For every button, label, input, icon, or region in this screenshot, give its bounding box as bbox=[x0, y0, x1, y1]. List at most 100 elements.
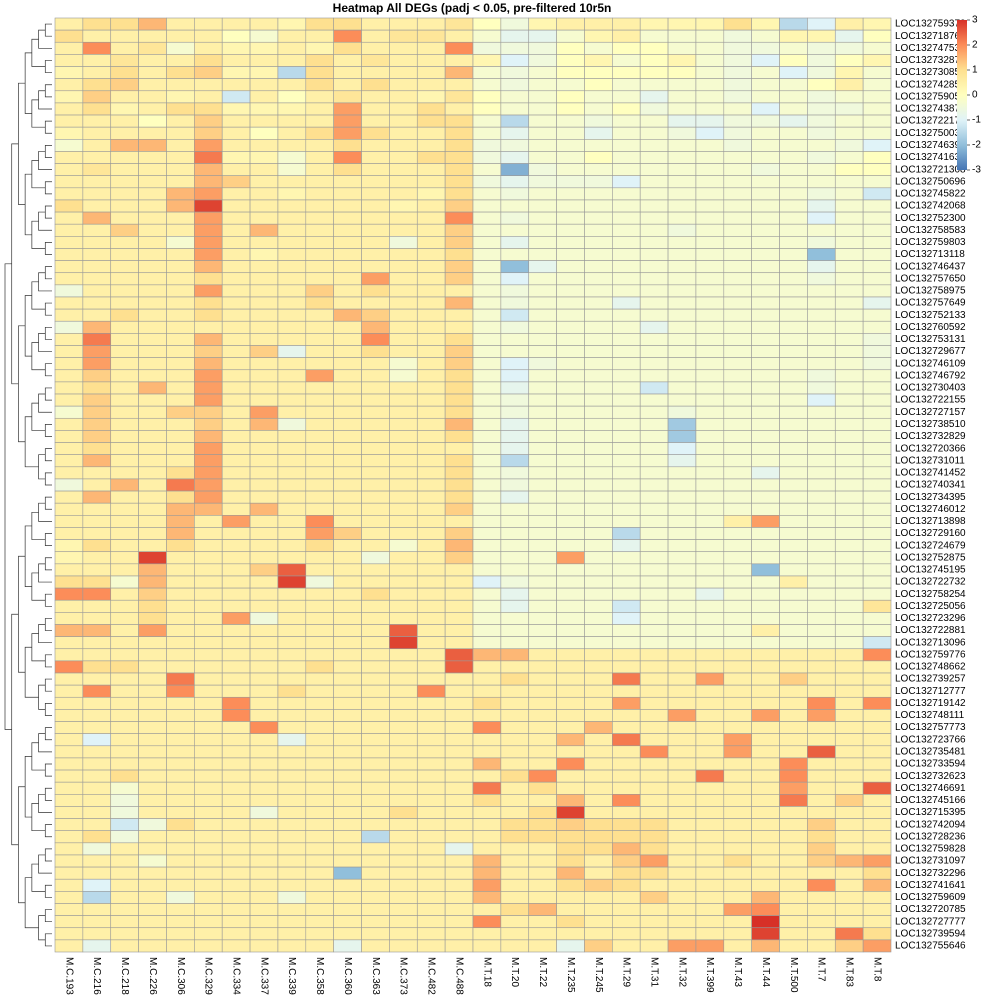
heatmap-cell bbox=[305, 138, 334, 152]
heatmap-cell bbox=[695, 878, 725, 892]
heatmap-cell bbox=[110, 405, 139, 419]
heatmap-cell bbox=[221, 357, 251, 371]
heatmap-cell bbox=[110, 114, 139, 128]
heatmap-cell bbox=[333, 854, 362, 868]
heatmap-cell bbox=[500, 660, 530, 674]
heatmap-cell bbox=[639, 806, 669, 819]
heatmap-cell bbox=[166, 891, 195, 904]
heatmap-cell bbox=[138, 709, 167, 722]
heatmap-cell bbox=[834, 248, 864, 261]
heatmap-cell bbox=[166, 54, 195, 67]
heatmap-cell bbox=[444, 842, 474, 856]
heatmap-cell bbox=[556, 794, 585, 807]
heatmap-cell bbox=[389, 587, 418, 601]
heatmap-cell bbox=[807, 769, 836, 783]
heatmap-cell bbox=[639, 478, 669, 492]
heatmap-cell bbox=[110, 927, 139, 941]
heatmap-cell bbox=[444, 648, 474, 662]
heatmap-cell bbox=[138, 781, 167, 795]
heatmap-cell bbox=[779, 599, 808, 613]
heatmap-cell bbox=[834, 696, 864, 710]
heatmap-cell bbox=[751, 830, 780, 844]
heatmap-cell bbox=[862, 502, 892, 516]
heatmap-cell bbox=[305, 806, 334, 819]
heatmap-cell bbox=[528, 660, 557, 674]
heatmap-cell bbox=[54, 563, 84, 577]
heatmap-cell bbox=[834, 563, 864, 577]
heatmap-cell bbox=[695, 126, 725, 140]
heatmap-cell bbox=[500, 41, 530, 55]
heatmap-cell bbox=[166, 102, 195, 116]
heatmap-cell bbox=[110, 466, 139, 480]
heatmap-cell bbox=[639, 333, 669, 346]
heatmap-cell bbox=[528, 417, 557, 431]
heatmap-cell bbox=[751, 320, 780, 334]
heatmap-cell bbox=[779, 709, 808, 722]
heatmap-cell bbox=[751, 17, 780, 31]
heatmap-cell bbox=[528, 709, 557, 722]
heatmap-cell bbox=[556, 648, 585, 662]
heatmap-cell bbox=[221, 41, 251, 55]
heatmap-cell bbox=[834, 806, 864, 819]
heatmap-cell bbox=[862, 417, 892, 431]
heatmap-cell bbox=[194, 891, 223, 904]
heatmap-cell bbox=[54, 539, 84, 553]
heatmap-cell bbox=[166, 248, 195, 261]
heatmap-cell bbox=[667, 527, 697, 540]
heatmap-cell bbox=[82, 163, 112, 176]
heatmap-cell bbox=[556, 757, 585, 771]
heatmap-cell bbox=[695, 490, 725, 504]
heatmap-cell bbox=[444, 430, 474, 443]
heatmap-cell bbox=[834, 733, 864, 747]
heatmap-cell bbox=[639, 563, 669, 577]
heatmap-cell bbox=[528, 175, 557, 189]
heatmap-cell bbox=[194, 927, 223, 941]
row-label: LOC132733594 bbox=[895, 759, 966, 770]
heatmap-cell bbox=[723, 102, 752, 116]
heatmap-cell bbox=[333, 587, 362, 601]
heatmap-cell bbox=[110, 187, 139, 201]
heatmap-cell bbox=[333, 903, 362, 916]
color-bar-label: -3 bbox=[972, 165, 981, 176]
heatmap-cell bbox=[584, 866, 613, 880]
heatmap-cell bbox=[138, 842, 167, 856]
heatmap-cell bbox=[639, 466, 669, 480]
heatmap-cell bbox=[779, 29, 808, 43]
heatmap-cell bbox=[110, 502, 139, 516]
heatmap-cell bbox=[500, 284, 530, 298]
heatmap-cell bbox=[667, 794, 697, 807]
heatmap-cell bbox=[82, 369, 112, 383]
heatmap-cell bbox=[695, 369, 725, 383]
heatmap-cell bbox=[305, 563, 334, 577]
heatmap-cell bbox=[221, 515, 251, 528]
heatmap-cell bbox=[779, 430, 808, 443]
column-label: M.T.7 bbox=[816, 957, 827, 982]
heatmap-cell bbox=[110, 648, 139, 662]
heatmap-cell bbox=[723, 417, 752, 431]
heatmap-cell bbox=[556, 126, 585, 140]
heatmap-cell bbox=[389, 490, 418, 504]
heatmap-cell bbox=[667, 381, 697, 395]
heatmap-cell bbox=[723, 236, 752, 249]
heatmap-cell bbox=[751, 333, 780, 346]
heatmap-cell bbox=[166, 272, 195, 286]
heatmap-cell bbox=[472, 660, 502, 674]
heatmap-cell bbox=[584, 163, 613, 176]
heatmap-cell bbox=[221, 866, 251, 880]
heatmap-cell bbox=[751, 90, 780, 104]
dendrogram-branch bbox=[44, 448, 52, 462]
heatmap-cell bbox=[751, 296, 780, 310]
heatmap-cell bbox=[249, 66, 279, 79]
heatmap-cell bbox=[249, 878, 279, 892]
heatmap-cell bbox=[416, 211, 446, 225]
heatmap-cell bbox=[305, 672, 334, 686]
heatmap-cell bbox=[194, 369, 223, 383]
heatmap-cell bbox=[612, 211, 641, 225]
heatmap-cell bbox=[166, 90, 195, 104]
heatmap-cell bbox=[361, 539, 390, 553]
heatmap-cell bbox=[194, 709, 223, 722]
heatmap-cell bbox=[166, 29, 195, 43]
heatmap-cell bbox=[556, 478, 585, 492]
heatmap-cell bbox=[556, 539, 585, 553]
heatmap-cell bbox=[54, 527, 84, 540]
